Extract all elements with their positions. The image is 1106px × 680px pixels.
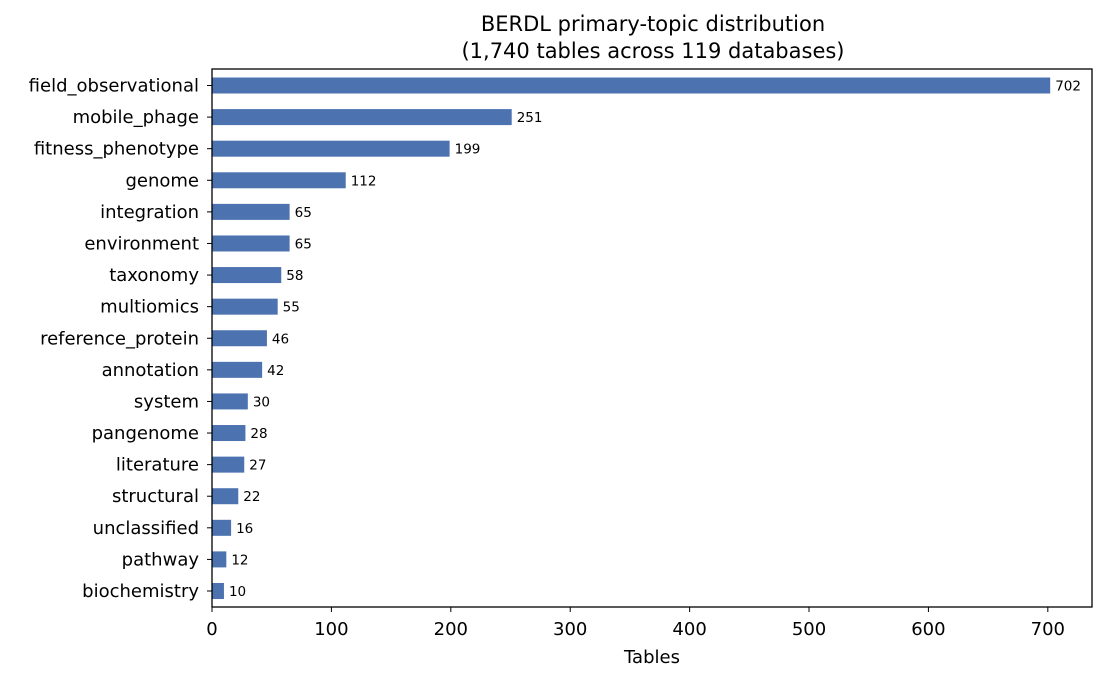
bar-integration [212,203,290,220]
bar-genome [212,172,346,189]
y-tick-label-mobile_phage: mobile_phage [73,107,199,128]
bar-annotation [212,361,263,378]
y-tick-label-system: system [134,391,199,412]
x-tick-label: 0 [206,619,217,640]
y-tick-label-environment: environment [84,233,199,254]
value-label-structural: 22 [243,489,260,505]
value-label-pangenome: 28 [250,426,267,442]
value-label-annotation: 42 [267,363,284,379]
value-label-reference_protein: 46 [272,331,289,347]
bar-taxonomy [212,267,282,284]
value-label-fitness_phenotype: 199 [455,142,481,158]
chart-subtitle: (1,740 tables across 119 databases) [461,39,844,63]
y-tick-label-multiomics: multiomics [100,297,199,318]
value-label-literature: 27 [249,458,266,474]
value-label-field_observational: 702 [1055,79,1081,95]
y-tick-label-annotation: annotation [102,360,199,381]
x-tick-label: 700 [1031,619,1065,640]
plot-frame [211,68,1093,608]
y-tick-label-literature: literature [116,455,199,476]
y-tick-label-taxonomy: taxonomy [109,265,199,286]
x-axis-label: Tables [623,647,680,668]
bar-pathway [212,551,227,568]
value-label-mobile_phage: 251 [517,110,543,126]
bar-unclassified [212,519,232,536]
value-label-environment: 65 [295,236,312,252]
chart-title: BERDL primary-topic distribution [481,12,825,36]
value-label-pathway: 12 [231,552,248,568]
y-tick-label-pathway: pathway [122,549,200,570]
value-label-multiomics: 55 [283,300,300,316]
y-tick-label-field_observational: field_observational [29,76,199,97]
y-tick-label-genome: genome [125,170,199,191]
x-tick-label: 200 [434,619,468,640]
y-tick-label-integration: integration [100,202,199,223]
y-tick-label-unclassified: unclassified [93,518,199,539]
y-tick-label-biochemistry: biochemistry [82,581,199,602]
value-label-taxonomy: 58 [286,268,303,284]
x-tick-label: 500 [792,619,826,640]
bar-pangenome [212,425,246,442]
y-tick-labels: field_observational mobile_phage fitness_p… [29,76,212,602]
value-label-genome: 112 [351,173,377,189]
x-tick-label: 100 [314,619,348,640]
y-tick-label-structural: structural [112,486,199,507]
value-label-integration: 65 [295,205,312,221]
x-tick-label: 300 [553,619,587,640]
bar-mobile_phage [212,109,512,126]
bar-multiomics [212,298,278,315]
x-tick-label: 600 [911,619,945,640]
x-axis-ticks: 0 100 200 300 400 500 600 700 [206,607,1065,640]
y-tick-label-pangenome: pangenome [92,423,199,444]
bar-reference_protein [212,330,267,347]
bar-structural [212,488,239,505]
bar-literature [212,456,245,473]
bars-group: 702 251 199 112 65 65 58 55 46 42 30 28 27 22 16 12 10 [212,77,1081,600]
bar-field_observational [212,77,1051,94]
bar-system [212,393,248,410]
value-label-unclassified: 16 [236,521,253,537]
y-tick-label-fitness_phenotype: fitness_phenotype [34,139,199,160]
x-tick-label: 400 [672,619,706,640]
value-label-system: 30 [253,394,270,410]
y-tick-label-reference_protein: reference_protein [40,328,199,349]
bar-fitness_phenotype [212,140,450,157]
value-label-biochemistry: 10 [229,584,246,600]
bar-biochemistry [212,583,224,599]
bar-environment [212,235,290,252]
